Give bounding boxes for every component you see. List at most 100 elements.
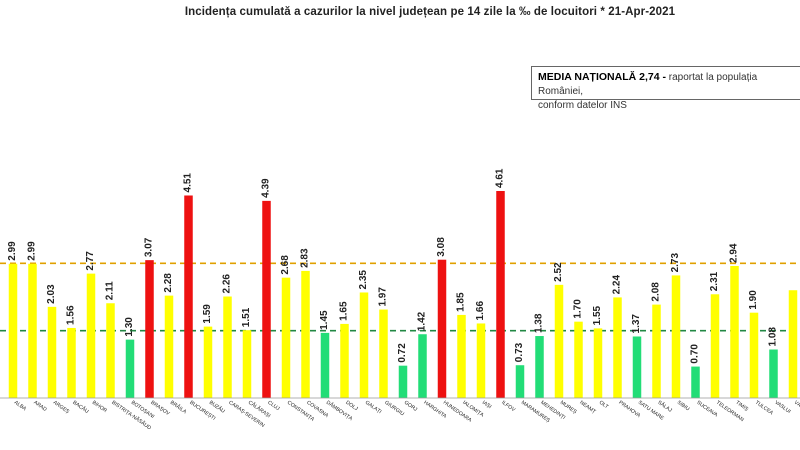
category-label: NEAMȚ — [578, 400, 597, 416]
value-label: 2.11 — [105, 281, 116, 300]
bar — [632, 336, 642, 398]
chart-title: Incidența cumulată a cazurilor la nivel … — [184, 6, 676, 18]
category-label: SIBIU — [676, 400, 691, 413]
category-label: BIHOR — [91, 400, 108, 414]
value-label: 2.68 — [280, 255, 291, 275]
value-label: 1.97 — [378, 287, 389, 307]
category-label: TIMIȘ — [734, 400, 749, 413]
bar — [749, 312, 759, 398]
bar — [320, 332, 330, 398]
bar — [28, 263, 37, 398]
value-label: 1.70 — [573, 299, 584, 319]
category-label: BACĂU — [71, 399, 90, 415]
value-label: 1.55 — [592, 305, 603, 325]
value-label: 2.83 — [300, 248, 311, 268]
category-label: IAȘI — [481, 400, 492, 411]
category-labels: ALBA ARAD ARGEȘ BACĂU BIHOR BISTRIȚA-NĂSĂUDBO… — [13, 399, 800, 432]
category-label: CLUJ — [266, 400, 280, 413]
value-label: 3.07 — [144, 237, 155, 257]
bar — [476, 323, 486, 398]
value-label: 2.26 — [222, 274, 233, 294]
bar — [379, 309, 388, 398]
value-label: 2.35 — [358, 270, 369, 290]
bar — [710, 294, 720, 398]
bar — [281, 277, 291, 398]
bar — [593, 328, 603, 398]
bar — [47, 306, 57, 398]
bar — [223, 296, 232, 398]
bar — [457, 314, 466, 398]
bar — [652, 304, 661, 398]
national-average-note: MEDIA NAȚIONALĂ 2,74 - raportat la popul… — [531, 66, 800, 111]
category-label: ARGEȘ — [52, 400, 71, 416]
category-label: ALBA — [13, 400, 28, 413]
bar — [203, 326, 213, 398]
bar — [125, 339, 135, 398]
bar — [788, 290, 798, 398]
value-label: 4.61 — [495, 168, 506, 188]
bar — [340, 323, 349, 398]
category-label: BRĂILA — [169, 399, 189, 416]
bar — [418, 334, 427, 398]
category-label: ILFOV — [500, 400, 516, 414]
bar — [574, 321, 583, 398]
value-labels: 2.99 2.99 2.03 1.56 2.77 2.11 1.30 3.07 2.28 4.51… — [7, 168, 779, 363]
bar — [242, 330, 252, 398]
value-label: 2.73 — [670, 253, 681, 273]
bar — [106, 303, 115, 398]
value-label: 0.73 — [514, 342, 525, 362]
value-label: 2.52 — [553, 262, 564, 282]
category-label: TULCEA — [754, 400, 775, 417]
bar — [67, 327, 76, 398]
bar — [86, 273, 96, 398]
category-label: GALAȚI — [364, 400, 383, 415]
value-label: 2.31 — [709, 271, 720, 291]
category-label: GIURGIU — [383, 400, 405, 418]
category-label: VÂLCEA — [793, 399, 800, 417]
bar — [145, 260, 154, 398]
value-label: 1.45 — [319, 310, 330, 330]
value-label: 3.08 — [436, 237, 447, 257]
bar — [359, 292, 369, 398]
national-average-source: conform datelor INS — [538, 100, 627, 111]
bar — [301, 270, 310, 398]
value-label: 1.56 — [66, 305, 77, 325]
value-label: 0.72 — [397, 343, 408, 363]
bar — [184, 195, 193, 398]
value-label: 2.08 — [651, 282, 662, 302]
bar — [671, 275, 681, 398]
value-label: 2.99 — [7, 241, 18, 261]
value-label: 2.28 — [163, 273, 174, 293]
national-average-text: raportat la populația României, — [538, 72, 758, 97]
value-label: 4.51 — [183, 173, 194, 193]
value-label: 1.90 — [748, 290, 759, 310]
bar — [496, 191, 505, 398]
value-label: 2.03 — [46, 284, 57, 304]
value-label: 1.51 — [241, 307, 252, 327]
bar — [164, 295, 174, 398]
value-label: 1.30 — [124, 317, 135, 337]
value-label: 1.08 — [768, 327, 779, 347]
national-average-value: MEDIA NAȚIONALĂ 2,74 - — [538, 71, 666, 83]
value-label: 1.42 — [417, 311, 428, 331]
category-label: GORJ — [403, 400, 419, 413]
value-label: 1.38 — [534, 313, 545, 333]
bar — [691, 366, 700, 398]
value-label: 1.59 — [202, 304, 213, 324]
value-label: 2.99 — [27, 241, 38, 261]
category-label: VASLUI — [773, 400, 791, 415]
bar — [8, 263, 18, 398]
value-label: 4.39 — [261, 178, 272, 198]
bar — [262, 200, 271, 398]
bar — [398, 365, 408, 398]
value-label: 1.65 — [339, 301, 350, 321]
value-label: 0.70 — [690, 344, 701, 364]
bars — [8, 191, 798, 398]
value-label: 2.77 — [85, 251, 96, 271]
bar — [730, 265, 739, 398]
bar — [515, 365, 525, 398]
bar — [769, 349, 778, 398]
bar — [535, 336, 544, 398]
bar — [437, 259, 447, 398]
